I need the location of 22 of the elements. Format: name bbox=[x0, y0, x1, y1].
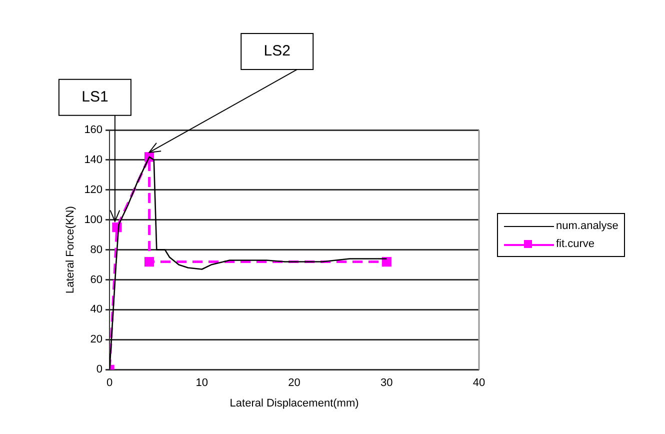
x-tick-label: 0 bbox=[106, 377, 113, 390]
y-tick-label: 20 bbox=[90, 334, 103, 346]
y-tick-label: 40 bbox=[90, 304, 103, 316]
y-axis-title: Lateral Force(KN) bbox=[64, 206, 77, 294]
y-tick-label: 60 bbox=[90, 274, 103, 286]
annotation: LS1 bbox=[82, 88, 108, 106]
x-tick-label: 10 bbox=[196, 377, 208, 390]
y-tick-label: 0 bbox=[96, 364, 103, 376]
legend-label: num.analyse bbox=[556, 220, 618, 232]
y-tick-label: 80 bbox=[90, 244, 103, 256]
x-tick-label: 30 bbox=[380, 377, 393, 390]
legend-label: fit.curve bbox=[556, 238, 595, 250]
x-axis-title: Lateral Displacement(mm) bbox=[230, 397, 359, 410]
x-tick-label: 40 bbox=[472, 377, 486, 390]
y-tick-label: 120 bbox=[84, 184, 103, 196]
point bbox=[382, 256, 392, 267]
y-tick-label: 140 bbox=[84, 154, 103, 166]
x-tick-label: 20 bbox=[288, 377, 300, 390]
y-tick-label: 100 bbox=[84, 214, 103, 226]
y-tick-label: 160 bbox=[84, 124, 103, 136]
annotation: LS2 bbox=[264, 42, 290, 60]
point bbox=[144, 256, 154, 267]
